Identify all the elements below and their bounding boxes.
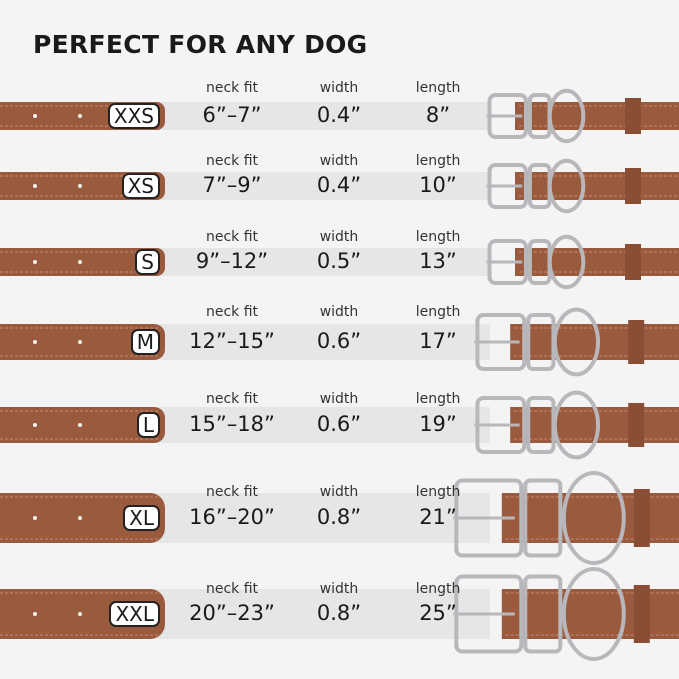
size-label: L [136, 412, 160, 438]
column-label-width: width [319, 229, 359, 245]
row-band [150, 493, 490, 543]
width-value: 0.5” [316, 249, 362, 273]
row-band [150, 248, 490, 276]
length-value: 25” [419, 601, 457, 625]
size-label: XL [123, 505, 160, 531]
row-band [150, 589, 490, 639]
neck-fit-value: 9”–12” [195, 249, 269, 273]
row-band [150, 172, 490, 200]
column-label-neck-fit: neck fit [205, 229, 259, 245]
neck-fit-value: 12”–15” [189, 329, 275, 353]
neck-fit-value: 6”–7” [202, 103, 262, 127]
d-ring-icon [547, 234, 586, 290]
column-label-neck-fit: neck fit [205, 484, 259, 500]
length-value: 21” [419, 505, 457, 529]
page-title: PERFECT FOR ANY DOG [33, 30, 368, 59]
width-value: 0.6” [316, 329, 362, 353]
column-label-length: length [415, 153, 461, 169]
keeper [628, 403, 645, 447]
width-value: 0.6” [316, 412, 362, 436]
size-label: XS [121, 173, 160, 199]
row-band [150, 102, 490, 130]
column-label-width: width [319, 80, 359, 96]
column-label-length: length [415, 581, 461, 597]
keeper [625, 98, 641, 134]
column-label-length: length [415, 229, 461, 245]
neck-fit-value: 16”–20” [189, 505, 275, 529]
column-label-length: length [415, 304, 461, 320]
d-ring-icon [547, 88, 586, 144]
column-label-length: length [415, 391, 461, 407]
buckle-icon [453, 471, 626, 565]
column-label-width: width [319, 581, 359, 597]
buckle-icon [474, 307, 601, 377]
d-ring-icon [561, 471, 626, 565]
size-label: XXS [107, 103, 160, 129]
column-label-length: length [415, 484, 461, 500]
length-value: 19” [419, 412, 457, 436]
length-value: 10” [419, 173, 457, 197]
d-ring-icon [552, 390, 601, 460]
width-value: 0.4” [316, 103, 362, 127]
neck-fit-value: 7”–9” [202, 173, 262, 197]
column-label-width: width [319, 304, 359, 320]
d-ring-icon [547, 158, 586, 214]
length-value: 17” [419, 329, 457, 353]
neck-fit-value: 15”–18” [189, 412, 275, 436]
keeper [633, 489, 650, 547]
length-value: 8” [425, 103, 451, 127]
column-label-width: width [319, 153, 359, 169]
row-band [150, 324, 490, 360]
buckle-icon [486, 158, 586, 214]
buckle-icon [486, 88, 586, 144]
length-value: 13” [419, 249, 457, 273]
keeper [633, 585, 650, 643]
buckle-icon [486, 234, 586, 290]
keeper [628, 320, 645, 364]
column-label-width: width [319, 391, 359, 407]
column-label-width: width [319, 484, 359, 500]
keeper [625, 168, 641, 204]
column-label-neck-fit: neck fit [205, 391, 259, 407]
size-label: M [130, 329, 160, 355]
column-label-neck-fit: neck fit [205, 581, 259, 597]
keeper [625, 244, 641, 280]
column-label-neck-fit: neck fit [205, 304, 259, 320]
width-value: 0.4” [316, 173, 362, 197]
column-label-neck-fit: neck fit [205, 153, 259, 169]
neck-fit-value: 20”–23” [189, 601, 275, 625]
buckle-icon [474, 390, 601, 460]
d-ring-icon [561, 567, 626, 661]
size-label: XXL [109, 601, 160, 627]
size-label: S [135, 249, 160, 275]
buckle-icon [453, 567, 626, 661]
column-label-length: length [415, 80, 461, 96]
d-ring-icon [552, 307, 601, 377]
row-band [150, 407, 490, 443]
column-label-neck-fit: neck fit [205, 80, 259, 96]
width-value: 0.8” [316, 601, 362, 625]
width-value: 0.8” [316, 505, 362, 529]
